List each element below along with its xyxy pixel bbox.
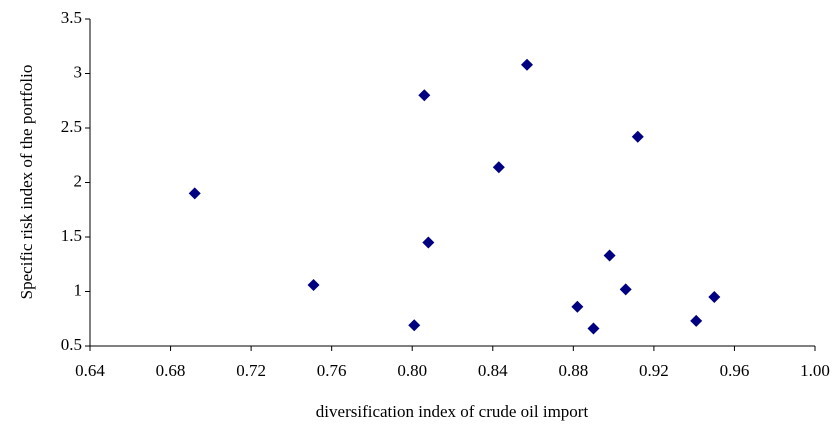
point [708, 290, 721, 303]
y-tick-label: 2.5 [61, 117, 82, 136]
x-tick-label: 0.80 [397, 361, 427, 380]
x-tick-label: 0.72 [236, 361, 266, 380]
point [418, 89, 431, 102]
y-axis-label: Specific risk index of the portfolio [17, 65, 36, 300]
point [587, 322, 600, 335]
point [422, 236, 435, 249]
x-tick-label: 0.64 [75, 361, 105, 380]
x-tick-label: 0.88 [558, 361, 588, 380]
point [619, 283, 632, 296]
x-tick-label: 0.92 [639, 361, 669, 380]
y-tick-label: 0.5 [61, 335, 82, 354]
y-tick-label: 1 [74, 280, 83, 299]
point [188, 187, 201, 200]
point [492, 161, 505, 174]
point [521, 58, 534, 71]
y-tick-label: 3 [74, 62, 83, 81]
x-axis-label: diversification index of crude oil impor… [316, 402, 589, 421]
y-tick-label: 1.5 [61, 226, 82, 245]
y-tick-label: 3.5 [61, 8, 82, 27]
x-tick-label: 1.00 [800, 361, 830, 380]
point [571, 300, 584, 313]
x-tick-label: 0.84 [478, 361, 508, 380]
point [603, 249, 616, 262]
x-tick-label: 0.76 [317, 361, 347, 380]
point [408, 319, 421, 332]
x-tick-label: 0.68 [156, 361, 186, 380]
point [631, 130, 644, 143]
point [690, 314, 703, 327]
x-tick-label: 0.96 [720, 361, 750, 380]
y-tick-label: 2 [74, 171, 83, 190]
point [307, 278, 320, 291]
